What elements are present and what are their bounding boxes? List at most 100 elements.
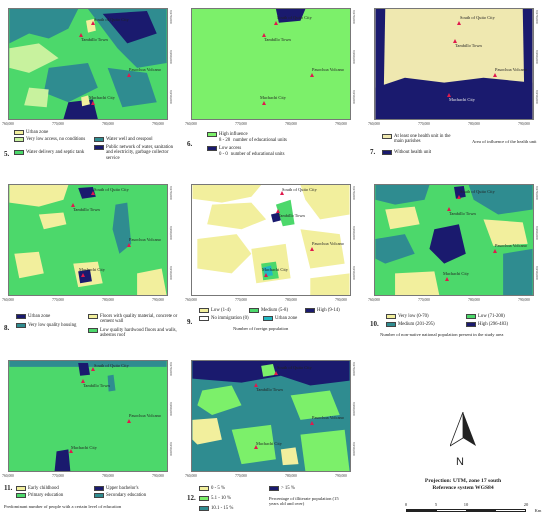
legend-label: number of educational units [230, 152, 285, 157]
place-marker [310, 421, 314, 425]
y-tick: 9,970,000 [535, 10, 539, 24]
x-tick: 780,000 [102, 122, 114, 126]
legend-item: 5.1 - 10 % [199, 496, 231, 502]
legend-swatch [382, 134, 392, 140]
place-label-tambillo: Tambillo Town [449, 211, 476, 216]
legend-label: Urban zone [26, 130, 49, 135]
legend-label: Water well and cesspool [106, 137, 153, 142]
scale-tick: 5 [434, 502, 438, 507]
legend-label: number of educational units [233, 138, 287, 143]
y-tick: 9,970,000 [169, 362, 173, 376]
legend-swatch [94, 486, 104, 492]
legend-label: Low (71-200) [478, 314, 505, 319]
place-label-tambillo: Tambillo Town [81, 37, 108, 42]
legend-item: Very low (0-70) [386, 314, 429, 320]
place-marker [493, 73, 497, 77]
place-label-pasochoa: Pasochoa Volcano [129, 413, 161, 418]
legend-item: 0 - 5 % [199, 486, 225, 492]
north-label: N [456, 456, 464, 468]
place-label-pasochoa: Pasochoa Volcano [312, 241, 344, 246]
legend-label: Floors with quality material, concrete o… [100, 314, 178, 325]
legend-label: Very low (0-70) [398, 314, 429, 319]
map-panel-11: South of Quito City Tambillo Town Pasoch… [0, 352, 183, 528]
legend-caption: Area of influence of the health unit [472, 139, 537, 144]
y-tick: 9,960,000 [169, 402, 173, 416]
map-8-drawing [9, 185, 167, 295]
projection-text: Projection: UTM, zone 17 south Reference… [378, 478, 548, 492]
map-frame: South of Quito City Tambillo Town Pasoch… [8, 8, 168, 120]
place-marker [81, 273, 85, 277]
place-marker [127, 243, 131, 247]
legend-swatch [16, 493, 26, 499]
map-frame: South of Quito City Tambillo Town Pasoch… [191, 8, 351, 120]
y-tick: 9,970,000 [169, 10, 173, 24]
legend-swatch [386, 314, 396, 320]
place-marker [91, 367, 95, 371]
place-label-pasochoa: Pasochoa Volcano [495, 67, 527, 72]
place-marker [310, 247, 314, 251]
legend-label: Very low access, no conditions [26, 137, 86, 142]
place-marker [91, 21, 95, 25]
projection-line: Projection: UTM, zone 17 south [424, 478, 502, 484]
x-tick: 770,000 [418, 122, 430, 126]
scale-bar [406, 509, 526, 512]
place-label-machachi: Machachi City [260, 95, 286, 100]
legend-item: Urban zone [16, 314, 50, 320]
place-label-south-quito: South of Quito City [277, 15, 312, 20]
place-label-pasochoa: Pasochoa Volcano [312, 67, 344, 72]
x-tick: 770,000 [235, 298, 247, 302]
legend-swatch [249, 308, 259, 314]
y-tick: 9,960,000 [535, 50, 539, 64]
place-label-tambillo: Tambillo Town [256, 387, 283, 392]
north-arrow-icon [450, 412, 476, 447]
map-frame: South of Quito City Tambillo Town Pasoch… [8, 360, 168, 472]
x-tick: 790,000 [152, 298, 164, 302]
x-tick: 770,000 [52, 474, 64, 478]
panel-number: 10. [370, 320, 379, 328]
place-marker [445, 277, 449, 281]
y-tick: 9,970,000 [352, 362, 356, 376]
place-marker [453, 39, 457, 43]
legend-swatch [382, 150, 392, 156]
legend: Early childhood Upper bachelor's Primary… [4, 486, 180, 526]
y-tick: 9,960,000 [169, 50, 173, 64]
x-tick: 780,000 [285, 122, 297, 126]
place-marker [262, 101, 266, 105]
legend-item: Medium (5-8) [249, 308, 288, 314]
map-6-drawing [192, 9, 350, 119]
place-marker [79, 33, 83, 37]
place-marker [127, 419, 131, 423]
place-marker [71, 203, 75, 207]
legend-item: 0 - 0 number of educational units [219, 152, 284, 157]
place-label-machachi: Machachi City [449, 97, 475, 102]
place-marker [274, 371, 278, 375]
legend: Low (1-4) Medium (5-8) High (9-14) No im… [197, 308, 363, 350]
legend-item: Primary education [16, 493, 63, 499]
legend-range: 0 - 0 [219, 152, 228, 157]
place-label-south-quito: South of Quito City [94, 17, 129, 22]
place-marker [447, 93, 451, 97]
place-label-tambillo: Tambillo Town [83, 383, 110, 388]
place-label-south-quito: South of Quito City [282, 187, 317, 192]
legend-item: Low (71-200) [466, 314, 505, 320]
map-panel-6: South of Quito City Tambillo Town Pasoch… [183, 0, 366, 176]
place-label-tambillo: Tambillo Town [264, 37, 291, 42]
y-tick: 9,970,000 [535, 186, 539, 200]
legend-swatch [199, 496, 209, 502]
place-marker [81, 379, 85, 383]
place-marker [254, 445, 258, 449]
place-label-machachi: Machachi City [262, 267, 288, 272]
x-tick: 760,000 [185, 298, 197, 302]
legend-item: Low quality hardwood floors and walls, a… [88, 328, 180, 339]
legend-range: 8 - 28 [219, 138, 231, 143]
legend-swatch [14, 137, 24, 143]
legend-swatch [94, 493, 104, 499]
legend-label: 5.1 - 10 % [211, 496, 231, 501]
legend-swatch [16, 323, 26, 329]
legend-swatch [14, 130, 24, 136]
legend: High influence 8 - 28 number of educatio… [197, 132, 363, 172]
legend: At least one health unit in the main par… [380, 134, 546, 174]
map-frame: South of Quito City Tambillo Town Pasoch… [191, 184, 351, 296]
map-10-drawing [375, 185, 533, 295]
